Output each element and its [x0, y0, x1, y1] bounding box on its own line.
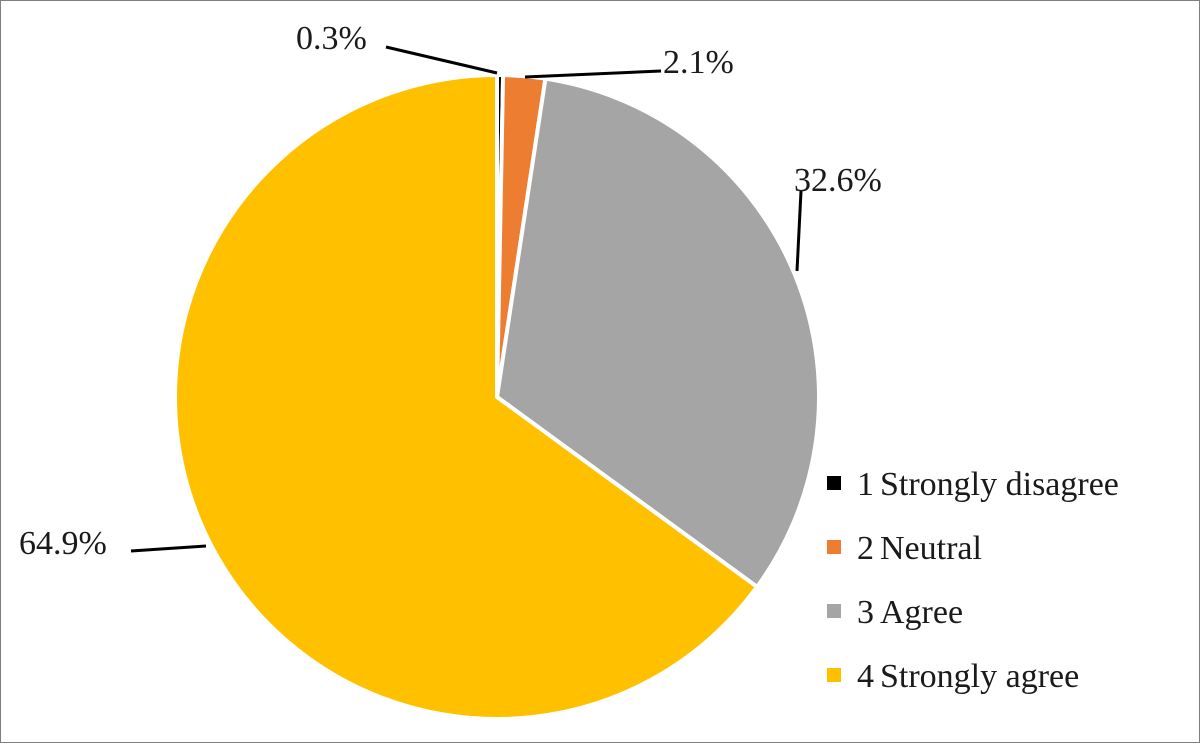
- legend-text: Strongly disagree: [880, 466, 1119, 503]
- leader-line-1-strongly-disagree: [385, 45, 498, 75]
- legend-number: 4: [857, 658, 874, 695]
- legend-swatch: [827, 604, 841, 618]
- legend-label: 2 Neutral: [857, 530, 982, 567]
- legend-swatch: [827, 476, 841, 490]
- legend-number: 3: [857, 594, 874, 631]
- legend-entry-2-neutral: 2 Neutral: [827, 530, 982, 567]
- legend-text: Agree: [880, 594, 963, 631]
- legend-swatch: [827, 540, 841, 554]
- data-label-2-neutral: 2.1%: [663, 44, 734, 81]
- pie-slice-3-agree: [495, 76, 821, 589]
- leader-line-4-strongly-agree: [130, 544, 207, 553]
- leader-lines: [130, 45, 803, 553]
- leader-line-2-neutral: [524, 69, 662, 79]
- pie-slices: [173, 73, 821, 721]
- data-label-3-agree: 32.6%: [794, 162, 882, 199]
- legend-entry-4-strongly-agree: 4 Strongly agree: [827, 658, 1079, 695]
- legend-entry-1-strongly-disagree: 1 Strongly disagree: [827, 466, 1119, 503]
- data-labels: 0.3% 2.1% 32.6% 64.9%: [19, 20, 882, 562]
- legend-text: Strongly agree: [880, 658, 1079, 695]
- legend-number: 1: [857, 466, 874, 503]
- data-label-1-strongly-disagree: 0.3%: [296, 20, 367, 57]
- pie-slice-4-strongly-agree: [173, 73, 760, 721]
- legend-entry-3-agree: 3 Agree: [827, 594, 963, 631]
- legend-label: 3 Agree: [857, 594, 963, 631]
- legend-text: Neutral: [880, 530, 982, 567]
- legend-label: 1 Strongly disagree: [857, 466, 1119, 503]
- legend-swatch: [827, 668, 841, 682]
- leader-line-3-agree: [795, 190, 803, 272]
- data-label-4-strongly-agree: 64.9%: [19, 525, 107, 562]
- legend-label: 4 Strongly agree: [857, 658, 1079, 695]
- legend-number: 2: [857, 530, 874, 567]
